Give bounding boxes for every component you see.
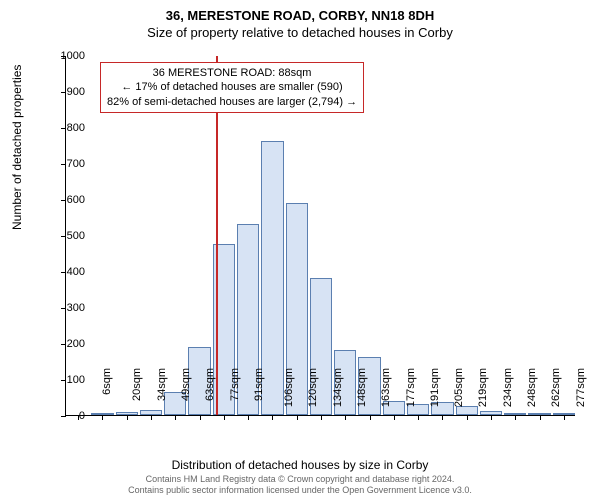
x-tick-label: 234sqm — [502, 368, 514, 407]
x-tick-label: 148sqm — [356, 368, 368, 407]
x-tick-label: 191sqm — [429, 368, 441, 407]
y-tick-label: 500 — [45, 230, 85, 242]
annotation-line-1: 36 MERESTONE ROAD: 88sqm — [107, 66, 357, 80]
x-tick-label: 77sqm — [229, 368, 241, 401]
x-tick-label: 120sqm — [308, 368, 320, 407]
y-tick-label: 1000 — [45, 50, 85, 62]
y-tick-label: 300 — [45, 302, 85, 314]
footer-attribution: Contains HM Land Registry data © Crown c… — [0, 474, 600, 496]
annotation-box: 36 MERESTONE ROAD: 88sqm← 17% of detache… — [100, 62, 364, 113]
histogram-bar — [456, 406, 478, 415]
x-tick-label: 248sqm — [526, 368, 538, 407]
y-tick-label: 600 — [45, 194, 85, 206]
annotation-line-3: 82% of semi-detached houses are larger (… — [107, 95, 357, 109]
x-tick-label: 163sqm — [380, 368, 392, 407]
x-tick-label: 277sqm — [575, 368, 587, 407]
chart-title-address: 36, MERESTONE ROAD, CORBY, NN18 8DH — [0, 0, 600, 23]
x-tick-label: 177sqm — [405, 368, 417, 407]
x-tick-label: 205sqm — [453, 368, 465, 407]
y-tick-label: 400 — [45, 266, 85, 278]
x-tick-label: 63sqm — [204, 368, 216, 401]
x-tick-label: 91sqm — [253, 368, 265, 401]
annotation-line-2: ← 17% of detached houses are smaller (59… — [107, 80, 357, 94]
x-axis-label: Distribution of detached houses by size … — [0, 458, 600, 472]
x-tick-label: 6sqm — [101, 368, 113, 395]
x-tick-label: 20sqm — [131, 368, 143, 401]
x-tick-label: 219sqm — [478, 368, 490, 407]
y-tick-label: 700 — [45, 158, 85, 170]
x-tick-label: 134sqm — [332, 368, 344, 407]
chart-plot-area: 36 MERESTONE ROAD: 88sqm← 17% of detache… — [65, 56, 575, 416]
y-axis-label: Number of detached properties — [10, 65, 24, 230]
chart-subtitle: Size of property relative to detached ho… — [0, 23, 600, 40]
y-tick-label: 0 — [45, 410, 85, 422]
x-tick-label: 34sqm — [156, 368, 168, 401]
y-tick-label: 900 — [45, 86, 85, 98]
x-tick-label: 262sqm — [550, 368, 562, 407]
footer-line-2: Contains public sector information licen… — [0, 485, 600, 496]
y-tick-label: 200 — [45, 338, 85, 350]
x-tick-label: 49sqm — [180, 368, 192, 401]
footer-line-1: Contains HM Land Registry data © Crown c… — [0, 474, 600, 485]
x-tick-label: 106sqm — [283, 368, 295, 407]
y-tick-label: 800 — [45, 122, 85, 134]
y-tick-label: 100 — [45, 374, 85, 386]
